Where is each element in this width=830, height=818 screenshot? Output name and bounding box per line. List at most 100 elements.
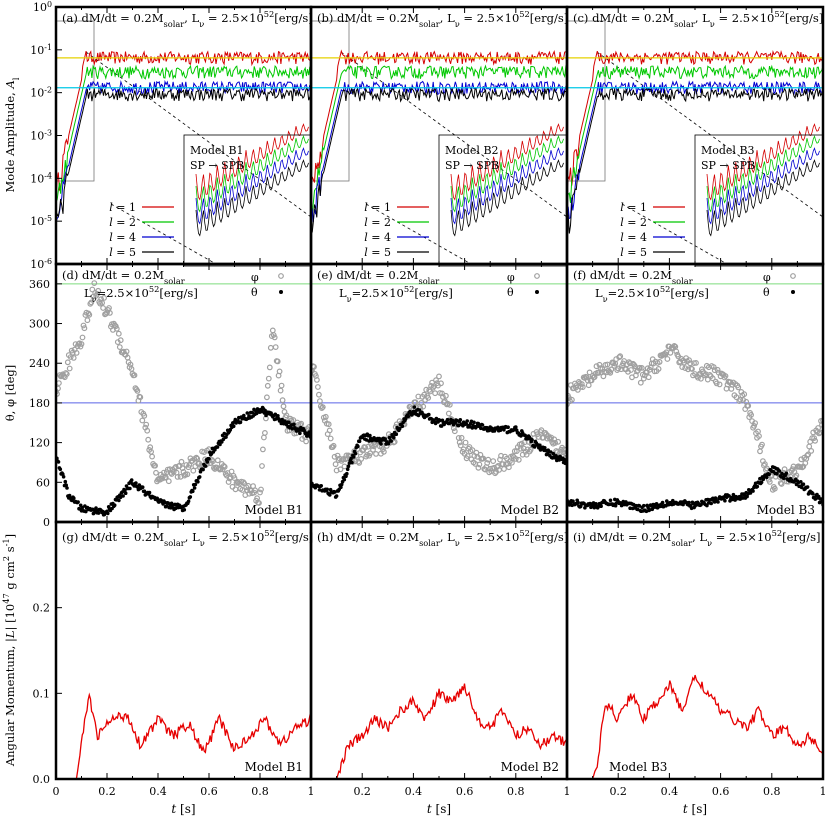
- panel-title: (h) dM/dt = 0.2Msolar, Lν = 2.5×1052[erg…: [317, 528, 568, 548]
- phi-point: [586, 369, 593, 376]
- phi-point: [710, 364, 717, 370]
- theta-point: [123, 488, 127, 493]
- angle-axis-label: θ, φ [deg]: [3, 365, 17, 421]
- panel-title: (g) dM/dt = 0.2Msolar, Lν = 2.5×1052[erg…: [62, 528, 313, 548]
- phi-point: [64, 359, 71, 366]
- theta-point: [339, 485, 343, 490]
- legend-label-l1: l = 1: [620, 201, 647, 214]
- theta-point: [784, 471, 789, 476]
- phi-point: [689, 366, 695, 372]
- phi-point: [149, 453, 156, 460]
- phi-point: [412, 399, 419, 406]
- panel-frame: [565, 520, 825, 781]
- mode-line-l5: [56, 87, 311, 220]
- phi-point: [143, 421, 150, 428]
- dashed-guide-line: [596, 51, 823, 218]
- phi-point: [190, 467, 197, 474]
- theta-point: [397, 426, 402, 431]
- amplitude-panel: Model B2 SP → SPB l = 1 l = 2 l = 4 l = 5 (b) …: [311, 9, 568, 267]
- phi-point: [116, 344, 123, 351]
- phi-point: [709, 375, 716, 382]
- phi-point: [557, 449, 563, 456]
- inset-mode-line: [195, 159, 309, 237]
- phi-point: [141, 412, 148, 419]
- theta-point: [731, 492, 736, 497]
- phi-point: [66, 365, 73, 372]
- phi-point: [616, 354, 623, 361]
- phi-point: [698, 375, 704, 382]
- theta-point: [713, 496, 718, 500]
- legend-label-l1: l = 1: [109, 201, 136, 214]
- theta-point: [758, 476, 762, 481]
- phi-point: [113, 325, 120, 332]
- phi-point: [81, 325, 88, 332]
- amplitude-plot: [311, 20, 567, 264]
- phi-point: [283, 412, 290, 419]
- theta-point: [76, 500, 80, 504]
- angle-plot: [311, 283, 567, 499]
- panel-title: (a) dM/dt = 0.2Msolar, Lν = 2.5×1052[erg…: [62, 9, 313, 29]
- phi-point: [277, 387, 284, 394]
- phi-point: [221, 463, 228, 470]
- theta-point: [400, 424, 405, 429]
- phi-point: [771, 485, 778, 492]
- phi-point: [330, 442, 337, 449]
- theta-point: [387, 435, 392, 440]
- phi-point: [560, 449, 566, 456]
- phi-point: [162, 474, 169, 481]
- phi-point: [578, 381, 585, 387]
- phi-point: [193, 454, 200, 461]
- angle-tick-label: 180: [29, 397, 50, 410]
- theta-point: [506, 425, 510, 430]
- theta-point: [379, 442, 383, 446]
- inset-model-label: Model B3: [701, 144, 755, 157]
- phi-point: [751, 423, 757, 429]
- theta-point: [383, 437, 388, 441]
- theta-point: [345, 471, 349, 476]
- theta-point: [578, 504, 583, 509]
- phi-point: [63, 371, 70, 377]
- model-label: Model B2: [501, 760, 559, 774]
- theta-point: [811, 491, 815, 496]
- panel-frame: [54, 520, 313, 781]
- theta-point: [123, 491, 128, 496]
- phi-point: [373, 451, 379, 457]
- theta-point: [147, 490, 152, 495]
- phi-point: [664, 356, 671, 362]
- phi-point: [420, 403, 427, 410]
- phi-point: [777, 480, 784, 487]
- theta-point: [733, 498, 737, 502]
- phi-point: [476, 461, 483, 468]
- theta-point: [543, 446, 547, 450]
- phi-point: [380, 446, 386, 453]
- theta-point: [594, 502, 598, 506]
- inset-model-label: Model B2: [445, 144, 499, 157]
- theta-point: [218, 442, 222, 447]
- phi-point: [101, 295, 107, 301]
- phi-point: [501, 466, 507, 472]
- theta-point: [117, 498, 121, 503]
- theta-point: [193, 482, 198, 487]
- phi-point: [315, 384, 321, 390]
- phi-point: [595, 370, 602, 376]
- angle-tick-label: 120: [29, 437, 50, 450]
- inset-transition-label: SP → SPB: [445, 159, 499, 172]
- phi-point: [325, 421, 332, 428]
- phi-point: [337, 466, 344, 473]
- x-tick-label: 0.8: [251, 785, 269, 798]
- phi-point: [469, 447, 476, 454]
- mode-line-l5: [567, 87, 823, 234]
- phi-point: [231, 475, 238, 482]
- dashed-guide-line: [621, 203, 728, 264]
- inset-mode-line: [706, 123, 820, 201]
- phi-point: [165, 478, 172, 485]
- dashed-guide-line: [365, 203, 472, 264]
- amplitude-tick-label: 10-1: [30, 42, 52, 57]
- phi-point: [757, 448, 763, 455]
- phi-point: [759, 441, 765, 448]
- phi-point: [808, 448, 815, 454]
- phi-point: [436, 373, 442, 380]
- phi-point: [153, 469, 159, 476]
- phi-point: [306, 424, 311, 430]
- x-tick-label: 0.8: [507, 785, 525, 798]
